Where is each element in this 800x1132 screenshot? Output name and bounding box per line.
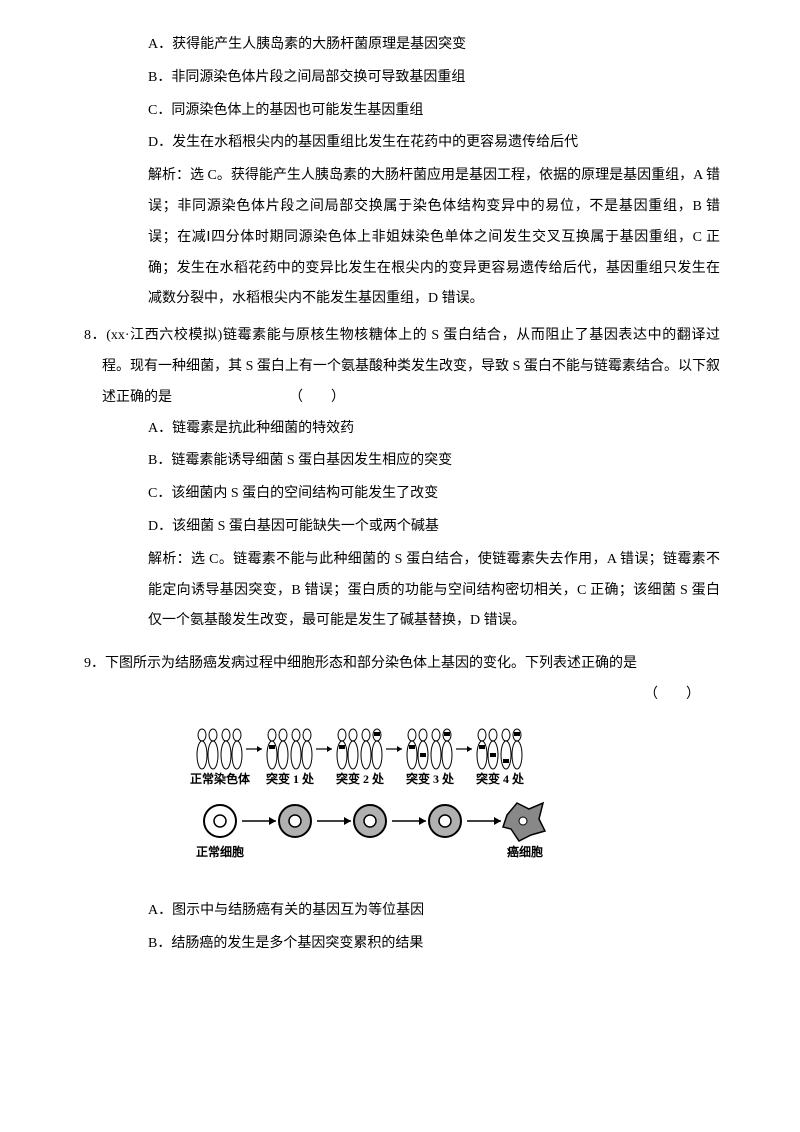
q8-option-d: D．该细菌 S 蛋白基因可能缺失一个或两个碱基 xyxy=(148,512,720,543)
q8-option-a: A．链霉素是抗此种细菌的特效药 xyxy=(148,414,720,445)
q7-option-d: D．发生在水稻根尖内的基因重组比发生在花药中的更容易遗传给后代 xyxy=(148,128,720,159)
diagram-label-chrom-1: 突变 1 处 xyxy=(266,771,315,786)
q7-explanation: 解析：选 C。获得能产生人胰岛素的大肠杆菌应用是基因工程，依据的原理是基因重组，… xyxy=(148,161,720,315)
q8-stem-text: 8．(xx·江西六校模拟)链霉素能与原核生物核糖体上的 S 蛋白结合，从而阻止了… xyxy=(84,328,720,405)
diagram-label-cell-0: 正常细胞 xyxy=(196,844,244,859)
q9-option-b: B．结肠癌的发生是多个基因突变累积的结果 xyxy=(148,929,720,960)
q8-explanation: 解析：选 C。链霉素不能与此种细菌的 S 蛋白结合，使链霉素失去作用，A 错误；… xyxy=(148,545,720,637)
q8-option-b: B．链霉素能诱导细菌 S 蛋白基因发生相应的突变 xyxy=(148,446,720,477)
diagram-label-chrom-4: 突变 4 处 xyxy=(476,771,525,786)
q7-option-c: C．同源染色体上的基因也可能发生基因重组 xyxy=(148,96,720,127)
diagram-label-chrom-2: 突变 2 处 xyxy=(336,771,385,786)
q7-option-a: A．获得能产生人胰岛素的大肠杆菌原理是基因突变 xyxy=(148,30,720,61)
q8-option-c: C．该细菌内 S 蛋白的空间结构可能发生了改变 xyxy=(148,479,720,510)
q9-paren: （ ） xyxy=(120,680,720,711)
diagram-label-chrom-3: 突变 3 处 xyxy=(406,771,455,786)
diagram-label-cell-4: 癌细胞 xyxy=(507,844,543,859)
q8-paren: （ ） xyxy=(289,390,345,405)
diagram-label-chrom-0: 正常染色体 xyxy=(190,771,251,786)
q7-option-b: B．非同源染色体片段之间局部交换可导致基因重组 xyxy=(148,63,720,94)
q9-stem: 9．下图所示为结肠癌发病过程中细胞形态和部分染色体上基因的变化。下列表述正确的是 xyxy=(102,649,720,680)
q9-stem-text: 9．下图所示为结肠癌发病过程中细胞形态和部分染色体上基因的变化。下列表述正确的是 xyxy=(84,656,637,671)
q8-stem: 8．(xx·江西六校模拟)链霉素能与原核生物核糖体上的 S 蛋白结合，从而阻止了… xyxy=(102,321,720,413)
q9-option-a: A．图示中与结肠癌有关的基因互为等位基因 xyxy=(148,896,720,927)
q9-diagram: 正常染色体 突变 1 处 突变 2 处 突变 3 处 突变 4 处 xyxy=(120,721,720,886)
